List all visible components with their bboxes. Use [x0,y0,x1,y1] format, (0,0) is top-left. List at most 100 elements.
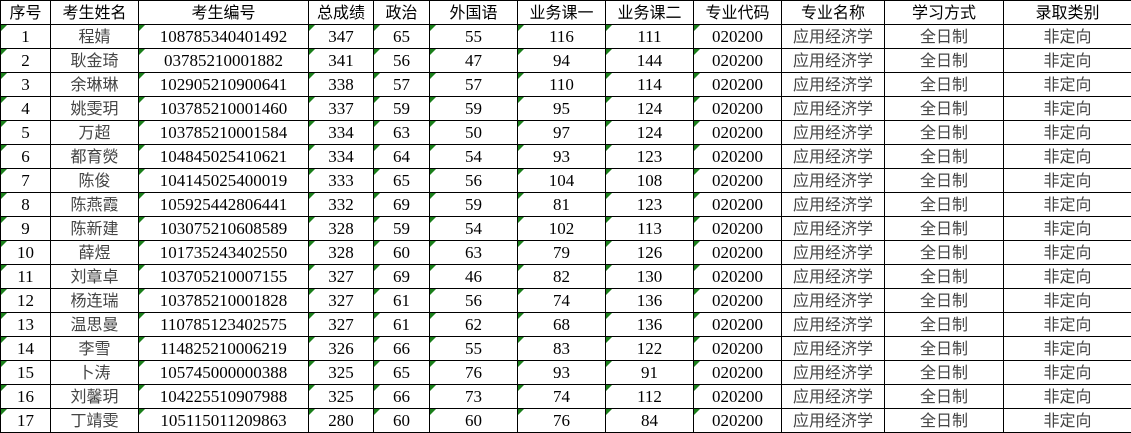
cell-col-course2[interactable]: 123 [605,144,694,169]
cell-col-course2[interactable]: 136 [605,288,694,313]
cell-col-index[interactable]: 11 [0,264,51,289]
cell-col-course1[interactable]: 74 [517,288,606,313]
cell-col-major-code[interactable]: 020200 [693,384,782,409]
cell-col-study-mode[interactable]: 全日制 [884,312,1004,337]
header-col-major-code[interactable]: 专业代码 [693,0,782,25]
cell-col-foreign[interactable]: 59 [429,192,518,217]
cell-col-study-mode[interactable]: 全日制 [884,192,1004,217]
cell-col-foreign[interactable]: 63 [429,240,518,265]
cell-col-study-mode[interactable]: 全日制 [884,144,1004,169]
cell-col-total[interactable]: 341 [308,48,374,73]
cell-col-id[interactable]: 110785123402575 [138,312,309,337]
cell-col-politics[interactable]: 66 [373,336,430,361]
cell-col-total[interactable]: 327 [308,288,374,313]
cell-col-major-code[interactable]: 020200 [693,240,782,265]
cell-col-major-code[interactable]: 020200 [693,408,782,433]
cell-col-name[interactable]: 万超 [50,120,139,145]
cell-col-id[interactable]: 102905210900641 [138,72,309,97]
cell-col-total[interactable]: 333 [308,168,374,193]
header-col-study-mode[interactable]: 学习方式 [884,0,1004,25]
cell-col-index[interactable]: 12 [0,288,51,313]
cell-col-name[interactable]: 耿金琦 [50,48,139,73]
cell-col-course2[interactable]: 123 [605,192,694,217]
cell-col-course1[interactable]: 95 [517,96,606,121]
cell-col-politics[interactable]: 56 [373,48,430,73]
cell-col-course1[interactable]: 82 [517,264,606,289]
cell-col-course1[interactable]: 93 [517,144,606,169]
cell-col-id[interactable]: 103785210001460 [138,96,309,121]
cell-col-study-mode[interactable]: 全日制 [884,168,1004,193]
cell-col-politics[interactable]: 57 [373,72,430,97]
cell-col-index[interactable]: 13 [0,312,51,337]
cell-col-total[interactable]: 338 [308,72,374,97]
cell-col-major-name[interactable]: 应用经济学 [781,216,885,241]
cell-col-total[interactable]: 280 [308,408,374,433]
header-col-foreign[interactable]: 外国语 [429,0,518,25]
cell-col-admission-type[interactable]: 非定向 [1003,312,1131,337]
cell-col-major-code[interactable]: 020200 [693,120,782,145]
cell-col-study-mode[interactable]: 全日制 [884,48,1004,73]
cell-col-admission-type[interactable]: 非定向 [1003,48,1131,73]
cell-col-foreign[interactable]: 59 [429,96,518,121]
header-col-politics[interactable]: 政治 [373,0,430,25]
cell-col-course2[interactable]: 111 [605,24,694,49]
cell-col-politics[interactable]: 65 [373,168,430,193]
cell-col-admission-type[interactable]: 非定向 [1003,264,1131,289]
cell-col-major-code[interactable]: 020200 [693,264,782,289]
header-col-course2[interactable]: 业务课二 [605,0,694,25]
header-col-total[interactable]: 总成绩 [308,0,374,25]
cell-col-major-code[interactable]: 020200 [693,312,782,337]
cell-col-politics[interactable]: 65 [373,360,430,385]
cell-col-major-name[interactable]: 应用经济学 [781,360,885,385]
cell-col-major-code[interactable]: 020200 [693,360,782,385]
cell-col-index[interactable]: 9 [0,216,51,241]
cell-col-major-code[interactable]: 020200 [693,336,782,361]
cell-col-id[interactable]: 03785210001882 [138,48,309,73]
cell-col-course1[interactable]: 81 [517,192,606,217]
cell-col-study-mode[interactable]: 全日制 [884,240,1004,265]
cell-col-foreign[interactable]: 56 [429,168,518,193]
cell-col-total[interactable]: 347 [308,24,374,49]
cell-col-name[interactable]: 陈燕霞 [50,192,139,217]
cell-col-politics[interactable]: 60 [373,408,430,433]
cell-col-major-name[interactable]: 应用经济学 [781,264,885,289]
cell-col-course2[interactable]: 136 [605,312,694,337]
cell-col-index[interactable]: 10 [0,240,51,265]
cell-col-course2[interactable]: 130 [605,264,694,289]
cell-col-major-code[interactable]: 020200 [693,72,782,97]
cell-col-name[interactable]: 姚雯玥 [50,96,139,121]
cell-col-major-code[interactable]: 020200 [693,192,782,217]
cell-col-major-code[interactable]: 020200 [693,216,782,241]
cell-col-id[interactable]: 108785340401492 [138,24,309,49]
cell-col-name[interactable]: 卜涛 [50,360,139,385]
cell-col-id[interactable]: 104225510907988 [138,384,309,409]
cell-col-name[interactable]: 刘馨玥 [50,384,139,409]
header-col-admission-type[interactable]: 录取类别 [1003,0,1131,25]
cell-col-course2[interactable]: 122 [605,336,694,361]
cell-col-admission-type[interactable]: 非定向 [1003,168,1131,193]
cell-col-major-name[interactable]: 应用经济学 [781,336,885,361]
cell-col-id[interactable]: 103785210001584 [138,120,309,145]
cell-col-admission-type[interactable]: 非定向 [1003,144,1131,169]
cell-col-name[interactable]: 都育熒 [50,144,139,169]
cell-col-course2[interactable]: 113 [605,216,694,241]
cell-col-major-code[interactable]: 020200 [693,168,782,193]
cell-col-course1[interactable]: 68 [517,312,606,337]
cell-col-major-name[interactable]: 应用经济学 [781,168,885,193]
cell-col-study-mode[interactable]: 全日制 [884,120,1004,145]
cell-col-admission-type[interactable]: 非定向 [1003,216,1131,241]
cell-col-foreign[interactable]: 55 [429,336,518,361]
cell-col-total[interactable]: 334 [308,144,374,169]
cell-col-index[interactable]: 2 [0,48,51,73]
cell-col-study-mode[interactable]: 全日制 [884,408,1004,433]
cell-col-id[interactable]: 103705210007155 [138,264,309,289]
cell-col-study-mode[interactable]: 全日制 [884,72,1004,97]
cell-col-foreign[interactable]: 54 [429,144,518,169]
header-col-name[interactable]: 考生姓名 [50,0,139,25]
cell-col-course1[interactable]: 102 [517,216,606,241]
cell-col-index[interactable]: 17 [0,408,51,433]
cell-col-admission-type[interactable]: 非定向 [1003,240,1131,265]
cell-col-politics[interactable]: 66 [373,384,430,409]
header-col-course1[interactable]: 业务课一 [517,0,606,25]
cell-col-name[interactable]: 余琳琳 [50,72,139,97]
